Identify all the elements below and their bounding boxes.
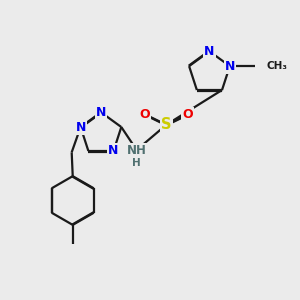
Text: N: N (108, 145, 119, 158)
Text: O: O (140, 108, 150, 121)
Text: N: N (75, 121, 86, 134)
Text: CH₃: CH₃ (266, 61, 287, 71)
Text: N: N (225, 60, 235, 73)
Text: NH: NH (127, 143, 147, 157)
Text: N: N (96, 106, 106, 119)
Text: N: N (204, 45, 214, 58)
Text: H: H (132, 158, 141, 168)
Text: S: S (161, 117, 172, 132)
Text: O: O (182, 108, 193, 121)
